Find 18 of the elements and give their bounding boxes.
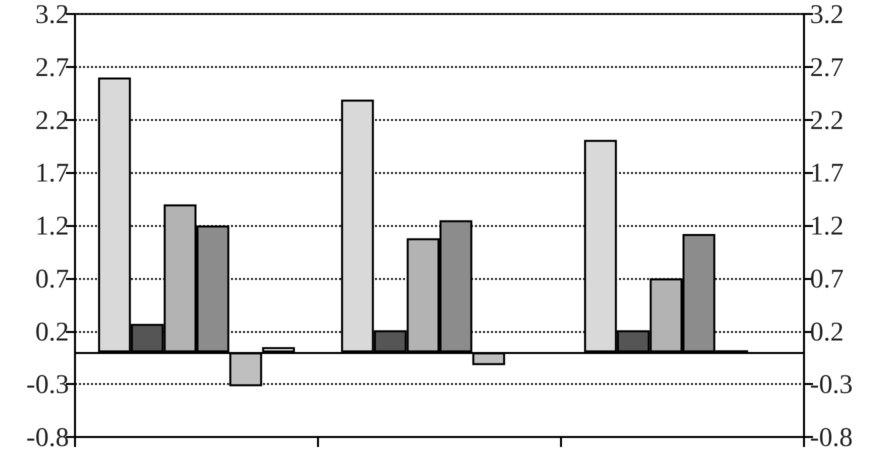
- y-tick-label: 2.7: [35, 52, 69, 82]
- y2-tick-label: -0.3: [810, 369, 853, 400]
- y-tick-label: 2.2: [35, 104, 69, 135]
- y2-tick-label: 1.7: [810, 158, 844, 188]
- y2-tick-label: -0.8: [810, 422, 853, 452]
- y2-tick-label: 0.7: [810, 263, 844, 294]
- y2-tick-label: 1.2: [810, 210, 844, 240]
- y2-tick-label: 3.2: [810, 0, 844, 29]
- y-tick-label: 0.2: [35, 316, 69, 346]
- y-tick-label: -0.8: [26, 422, 69, 452]
- y2-tick-label: 2.2: [810, 104, 844, 135]
- y-tick-label: 1.2: [35, 210, 69, 240]
- y-tick-label: 1.7: [35, 158, 69, 188]
- y-tick-label: 3.2: [35, 0, 69, 29]
- y-tick-label: -0.3: [26, 369, 69, 400]
- y2-tick-label: 2.7: [810, 52, 844, 82]
- y2-tick-label: 0.2: [810, 316, 844, 346]
- y-tick-label: 0.7: [35, 263, 69, 294]
